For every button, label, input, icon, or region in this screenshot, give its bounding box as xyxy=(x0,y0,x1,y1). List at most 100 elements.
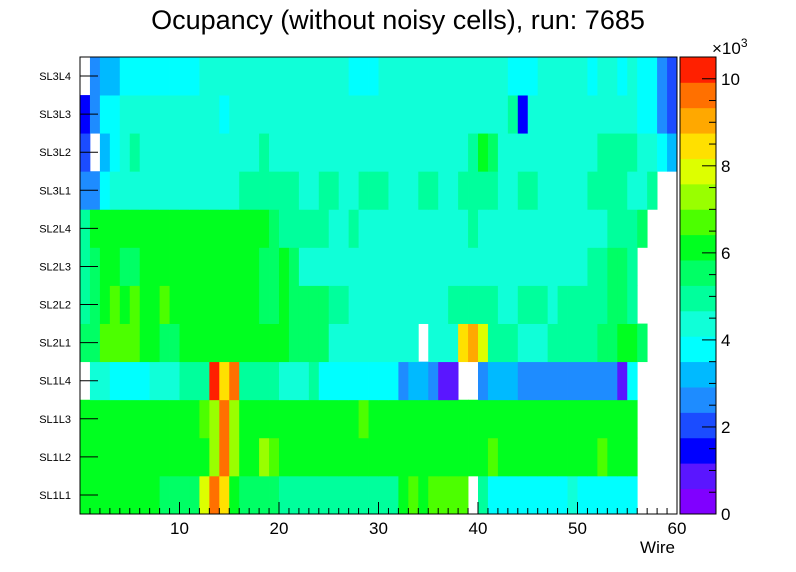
heatmap-cell xyxy=(348,57,359,96)
heatmap-cell xyxy=(408,323,419,363)
heatmap-cell xyxy=(308,247,320,286)
heatmap-cell xyxy=(119,247,131,286)
heatmap-cell xyxy=(149,209,160,248)
heatmap-cell xyxy=(517,247,529,286)
heatmap-cell xyxy=(129,399,141,439)
heatmap-cell xyxy=(119,171,131,210)
heatmap-cell xyxy=(348,209,359,248)
heatmap-cell xyxy=(408,399,419,439)
heatmap-cell xyxy=(487,247,499,286)
heatmap-cell xyxy=(338,323,350,363)
heatmap-cell xyxy=(458,475,469,515)
heatmap-cell xyxy=(338,437,350,477)
heatmap-cell xyxy=(428,209,439,248)
heatmap-cell xyxy=(378,171,389,210)
heatmap-cell xyxy=(388,95,399,134)
heatmap-cell xyxy=(537,57,549,96)
heatmap-cell xyxy=(269,247,280,286)
heatmap-cell xyxy=(517,95,529,134)
heatmap-cell xyxy=(308,171,320,210)
heatmap-cell xyxy=(527,475,539,515)
heatmap-cell xyxy=(458,95,469,134)
heatmap-cell xyxy=(368,95,379,134)
heatmap-cell xyxy=(99,323,111,363)
heatmap-cell xyxy=(279,285,290,324)
heatmap-cell xyxy=(388,361,399,401)
heatmap-cell xyxy=(597,95,608,134)
heatmap-cell xyxy=(527,285,539,324)
heatmap-cell xyxy=(527,209,539,248)
heatmap-cell xyxy=(478,285,489,324)
heatmap-cell xyxy=(388,285,399,324)
heatmap-cell xyxy=(259,323,270,363)
heatmap-cell xyxy=(408,247,419,286)
heatmap-cell xyxy=(438,247,449,286)
heatmap-cell xyxy=(398,209,409,248)
heatmap-cell xyxy=(408,133,419,172)
heatmap-cell xyxy=(547,285,558,324)
heatmap-cell xyxy=(607,285,618,324)
heatmap-cell xyxy=(269,437,280,477)
heatmap-cell xyxy=(567,247,578,286)
heatmap-cell xyxy=(109,323,121,363)
heatmap-cell xyxy=(597,247,608,286)
heatmap-cell xyxy=(259,133,270,172)
heatmap-cell xyxy=(279,57,290,96)
heatmap-cell xyxy=(358,475,369,515)
heatmap-cell xyxy=(368,475,379,515)
heatmap-cell xyxy=(288,171,300,210)
x-tick-label: 10 xyxy=(170,519,189,538)
heatmap-cell xyxy=(318,323,330,363)
heatmap-cell xyxy=(139,57,151,96)
heatmap-cell xyxy=(507,361,519,401)
heatmap-cell xyxy=(358,361,369,401)
heatmap-cell xyxy=(497,361,509,401)
heatmap-cell xyxy=(288,285,300,324)
heatmap-cell xyxy=(139,437,151,477)
heatmap-cell xyxy=(199,323,210,363)
heatmap-cell xyxy=(587,133,598,172)
heatmap-cell xyxy=(398,361,409,401)
heatmap-cell xyxy=(557,285,568,324)
heatmap-cell xyxy=(348,323,359,363)
heatmap-cell xyxy=(567,57,578,96)
heatmap-cell xyxy=(169,475,180,515)
heatmap-cell xyxy=(408,57,419,96)
heatmap-cell xyxy=(159,209,170,248)
y-tick-label: SL3L1 xyxy=(39,185,71,197)
heatmap-cell xyxy=(448,57,459,96)
heatmap-cell xyxy=(119,133,131,172)
heatmap-cell xyxy=(269,95,280,134)
heatmap-cell xyxy=(249,361,260,401)
heatmap-cell xyxy=(388,247,399,286)
heatmap-cell xyxy=(517,285,529,324)
heatmap-cell xyxy=(428,361,439,401)
heatmap-cell xyxy=(487,57,499,96)
heatmap-cell xyxy=(209,399,220,439)
heatmap-cell xyxy=(478,399,489,439)
heatmap-cell xyxy=(627,133,638,172)
heatmap-cell xyxy=(517,361,529,401)
heatmap-cell xyxy=(239,399,250,439)
heatmap-cell xyxy=(627,285,638,324)
heatmap-cell xyxy=(328,171,340,210)
heatmap-cell xyxy=(478,209,489,248)
heatmap-cell xyxy=(129,95,141,134)
heatmap-cell xyxy=(587,361,598,401)
heatmap-cell xyxy=(209,475,220,515)
heatmap-cell xyxy=(547,475,558,515)
heatmap-cell xyxy=(527,95,539,134)
heatmap-cell xyxy=(159,399,170,439)
heatmap-cell xyxy=(448,399,459,439)
heatmap-cell xyxy=(129,285,141,324)
heatmap-cell xyxy=(497,399,509,439)
color-scale-tick-label: 0 xyxy=(721,505,730,524)
heatmap-cell xyxy=(249,247,260,286)
heatmap-cell xyxy=(607,133,618,172)
heatmap-cell xyxy=(189,361,200,401)
heatmap-cell xyxy=(458,323,469,363)
heatmap-cell xyxy=(428,171,439,210)
heatmap-cell xyxy=(607,247,618,286)
heatmap-cell xyxy=(358,285,369,324)
heatmap-cell xyxy=(199,361,210,401)
